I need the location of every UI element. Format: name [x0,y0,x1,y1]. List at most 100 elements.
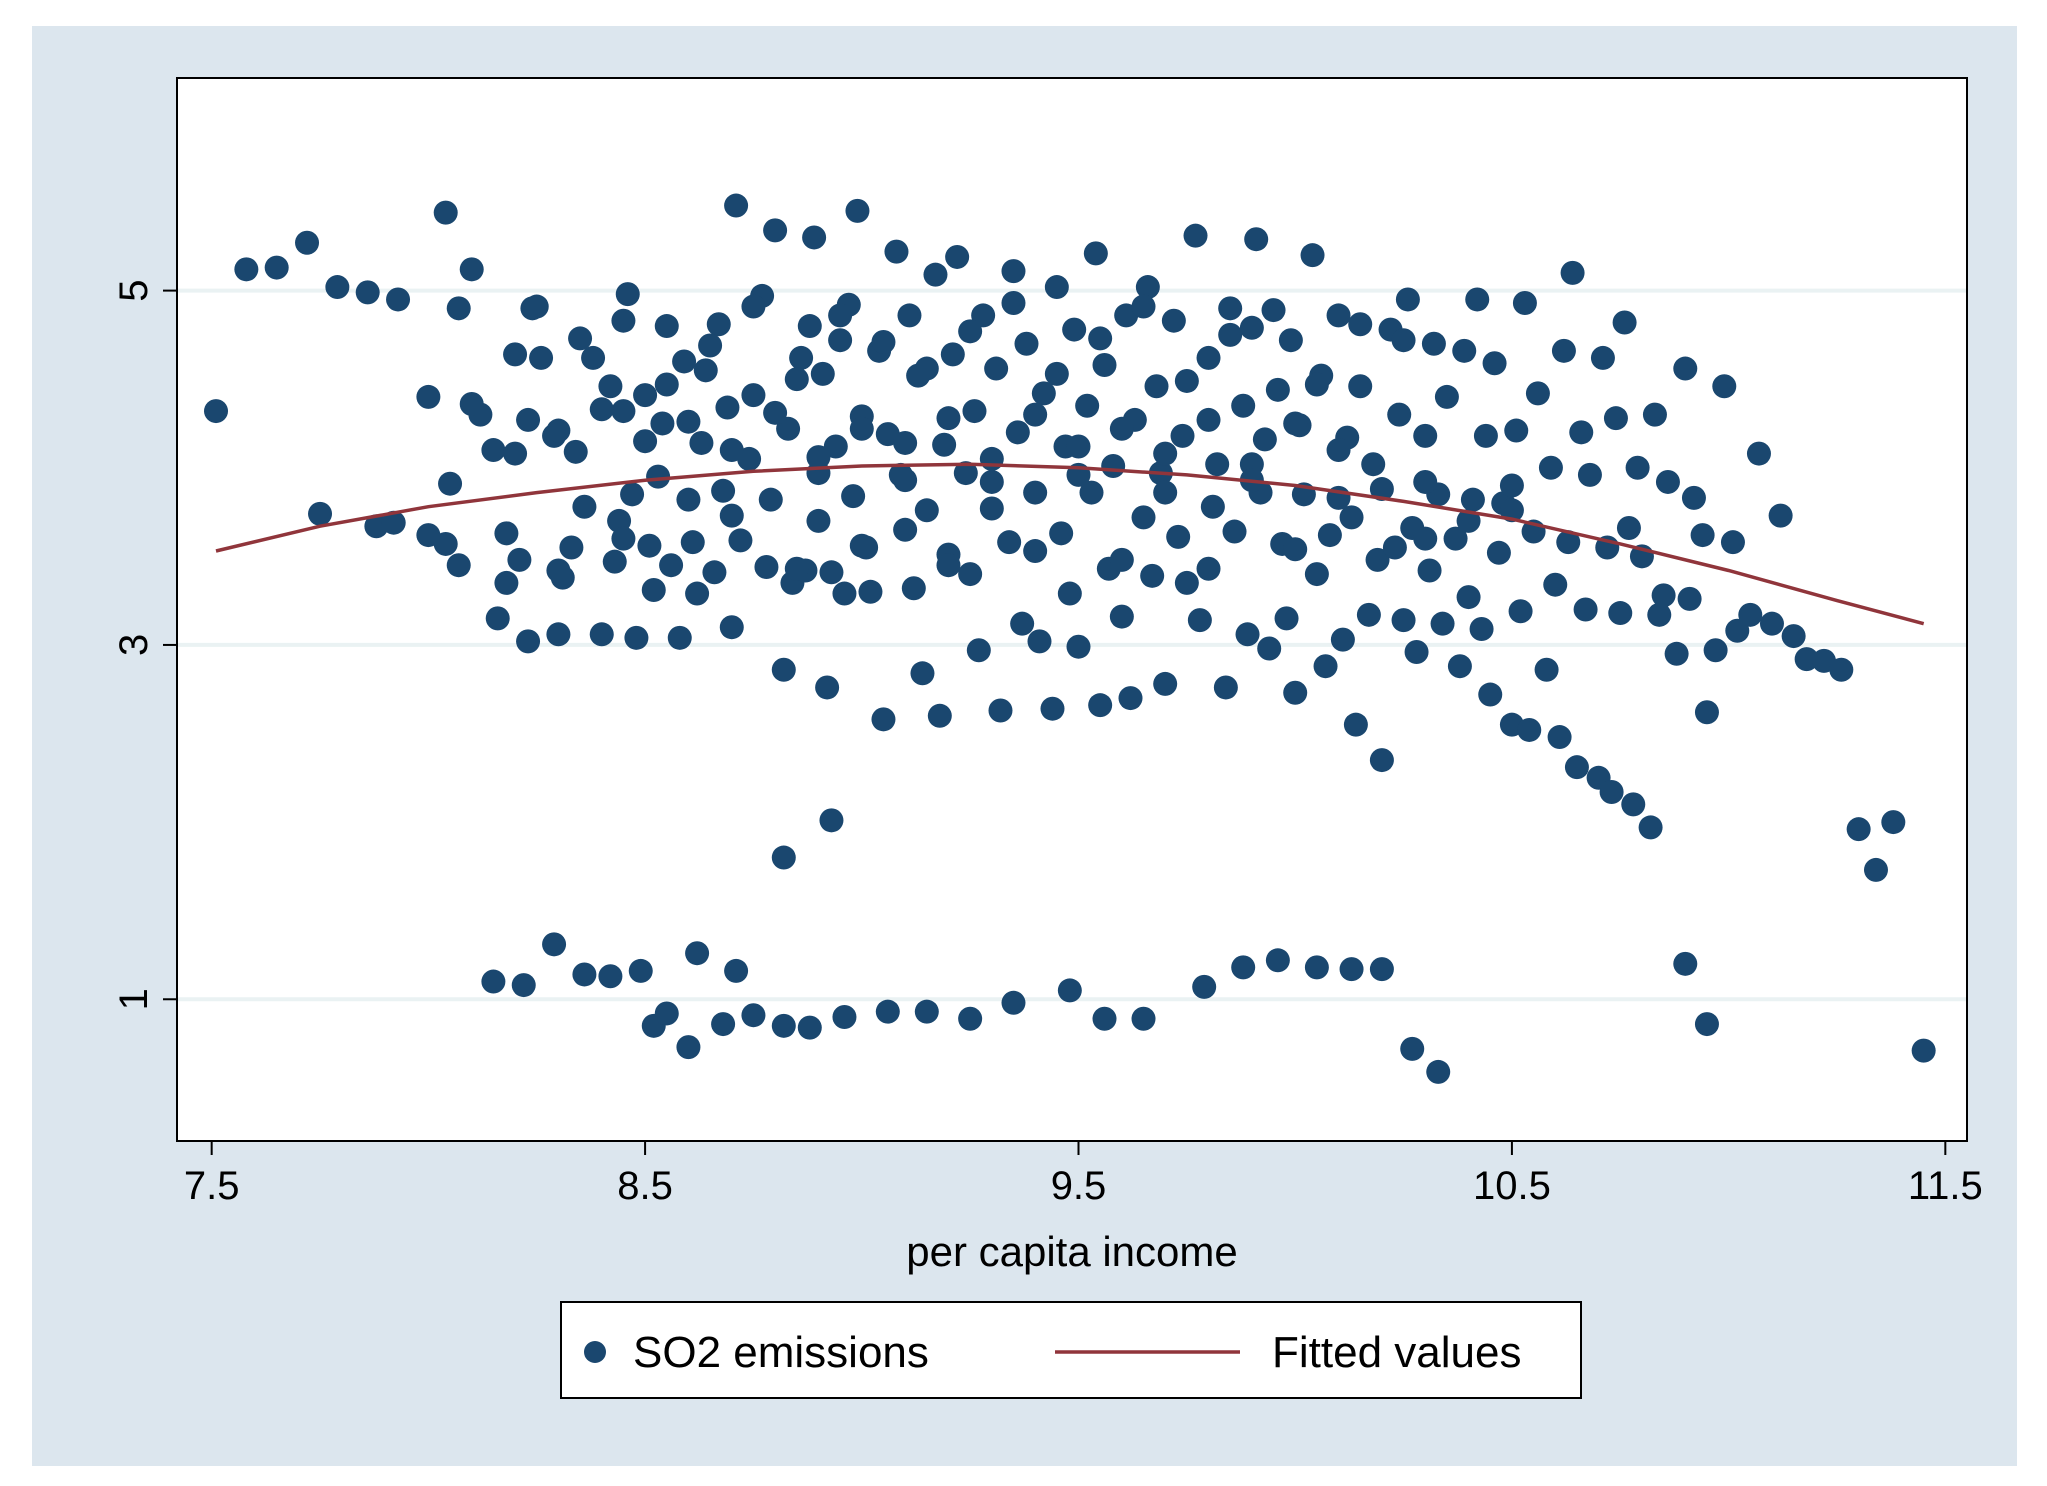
scatter-point [1218,322,1243,347]
scatter-point [1543,572,1568,597]
scatter-point [654,1001,679,1026]
scatter-point [1573,597,1598,622]
scatter-point [1612,310,1637,335]
scatter-point [680,530,705,555]
scatter-point [1252,427,1277,452]
scatter-point [806,508,831,533]
scatter-point [503,441,528,466]
scatter-point [1057,978,1082,1003]
scatter-point [893,430,918,455]
scatter-point [927,703,952,728]
scatter-point [1192,974,1217,999]
scatter-point [741,383,766,408]
scatter-point [1738,602,1763,627]
scatter-point [1443,526,1468,551]
scatter-point [815,675,840,700]
scatter-point [832,1004,857,1029]
scatter-point [771,1013,796,1038]
scatter-point [1001,259,1026,284]
scatter-point [849,416,874,441]
scatter-point [654,372,679,397]
scatter-point [1001,291,1026,316]
scatter-point [1213,675,1238,700]
scatter-point [598,374,623,399]
scatter-point [1109,416,1134,441]
scatter-point [849,533,874,558]
scatter-point [1538,455,1563,480]
scatter-point [932,432,957,457]
scatter-series [204,193,1936,1084]
scatter-point [1326,303,1351,328]
scatter-point [1478,682,1503,707]
scatter-point [1218,296,1243,321]
scatter-point [1075,393,1100,418]
scatter-point [953,461,978,486]
scatter-point [546,558,571,583]
scatter-point [1556,530,1581,555]
scatter-point [1109,604,1134,629]
scatter-point [637,533,662,558]
scatter-point [1062,317,1087,342]
scatter-point [542,932,567,957]
scatter-point [1057,581,1082,606]
scatter-point [1781,624,1806,649]
scatter-point [234,257,259,282]
y-axis-ticks: 1 3 5 [112,279,177,1010]
scatter-point [1712,374,1737,399]
scatter-point [719,503,744,528]
scatter-point [698,333,723,358]
scatter-point [979,496,1004,521]
scatter-point [1391,608,1416,633]
scatter-point [459,391,484,416]
scatter-point [1235,622,1260,647]
scatter-point [1720,530,1745,555]
scatter-point [204,399,229,424]
scatter-point [633,383,658,408]
scatter-point [828,328,853,353]
scatter-point [1590,345,1615,370]
scatter-point [1413,526,1438,551]
scatter-point [1066,634,1091,659]
x-tick-label: 11.5 [1908,1164,1983,1208]
scatter-point [893,517,918,542]
scatter-point [1153,480,1178,505]
scatter-point [1005,420,1030,445]
scatter-point [1417,558,1442,583]
scatter-point [1265,377,1290,402]
scatter-point [1174,570,1199,595]
scatter-point [1140,563,1165,588]
scatter-point [806,445,831,470]
scatter-point [1534,657,1559,682]
scatter-point [1326,438,1351,463]
scatter-point [1244,227,1269,252]
scatter-point [1023,402,1048,427]
scatter-point [650,411,675,436]
scatter-point [1183,223,1208,248]
scatter-point [1348,312,1373,337]
scatter-point [1499,498,1524,523]
scatter-point [1283,680,1308,705]
scatter-point [1088,326,1113,351]
scatter-point [1560,260,1585,285]
scatter-point [1508,599,1533,624]
scatter-point [559,535,584,560]
scatter-point [719,438,744,463]
scatter-point [676,409,701,434]
legend: SO2 emissions Fitted values [560,1301,1582,1399]
scatter-point [1664,641,1689,666]
scatter-point [702,560,727,585]
scatter-point [1413,423,1438,448]
scatter-point [689,430,714,455]
scatter-point [719,615,744,640]
scatter-point [875,999,900,1024]
scatter-point [1512,291,1537,316]
scatter-point [1517,717,1542,742]
scatter-point [676,1035,701,1060]
scatter-point [819,808,844,833]
scatter-point [741,294,766,319]
scatter-point [355,280,380,305]
scatter-point [511,973,536,998]
scatter-point [1725,618,1750,643]
scatter-point [1153,671,1178,696]
scatter-point [1092,353,1117,378]
